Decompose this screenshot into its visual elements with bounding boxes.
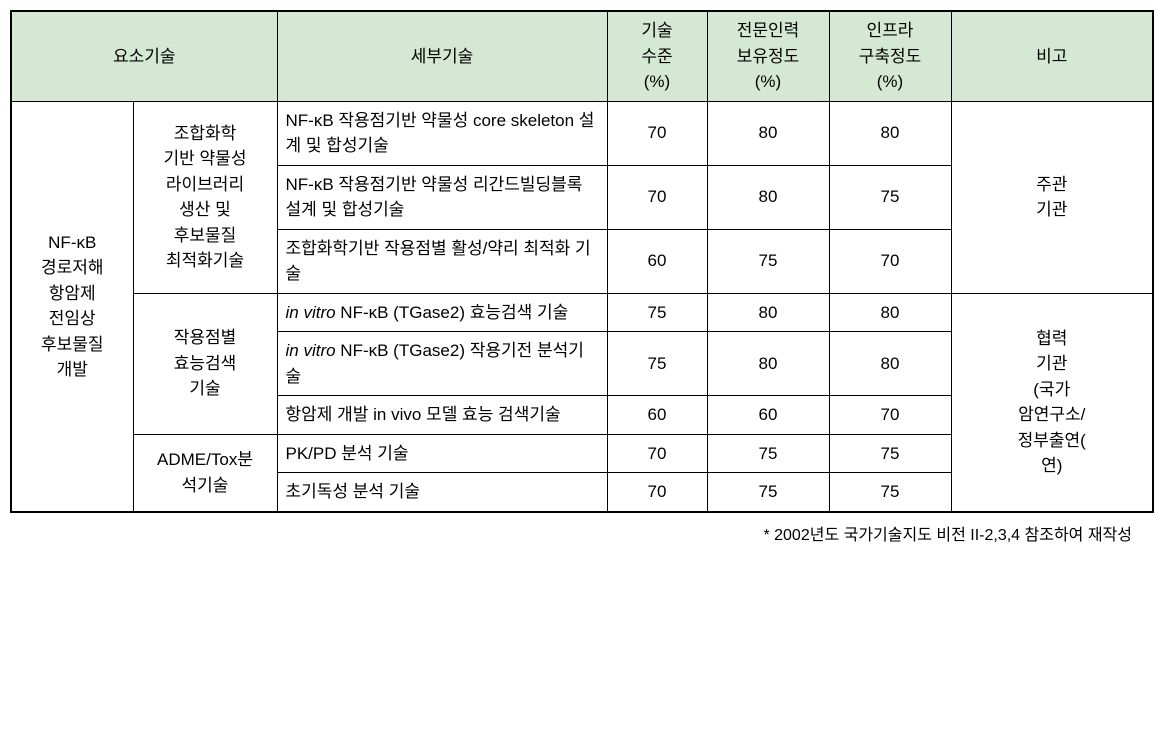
sub-category-cell: 조합화학기반 약물성라이브러리생산 및후보물질최적화기술 [133, 101, 277, 293]
infra-cell: 80 [829, 332, 951, 396]
expert-cell: 80 [707, 332, 829, 396]
expert-cell: 80 [707, 165, 829, 229]
infra-cell: 75 [829, 473, 951, 512]
table-row: NF-κB경로저해항암제전임상후보물질개발 조합화학기반 약물성라이브러리생산 … [11, 101, 1153, 165]
tech-cell: 60 [607, 229, 707, 293]
infra-cell: 70 [829, 229, 951, 293]
infra-cell: 75 [829, 165, 951, 229]
remark-cell: 주관기관 [951, 101, 1153, 293]
header-yoso: 요소기술 [11, 11, 277, 101]
detail-cell: NF-κB 작용점기반 약물성 core skeleton 설계 및 합성기술 [277, 101, 607, 165]
tech-cell: 70 [607, 434, 707, 473]
technology-table: 요소기술 세부기술 기술수준(%) 전문인력보유정도(%) 인프라구축정도(%)… [10, 10, 1154, 513]
header-detail: 세부기술 [277, 11, 607, 101]
sub-category-cell: ADME/Tox분석기술 [133, 434, 277, 512]
detail-cell: PK/PD 분석 기술 [277, 434, 607, 473]
expert-cell: 75 [707, 473, 829, 512]
detail-cell: 조합화학기반 작용점별 활성/약리 최적화 기술 [277, 229, 607, 293]
detail-cell: in vitro NF-κB (TGase2) 작용기전 분석기술 [277, 332, 607, 396]
header-tech-level: 기술수준(%) [607, 11, 707, 101]
expert-cell: 75 [707, 229, 829, 293]
infra-cell: 75 [829, 434, 951, 473]
expert-cell: 80 [707, 293, 829, 332]
header-remark: 비고 [951, 11, 1153, 101]
detail-cell: in vitro NF-κB (TGase2) 효능검색 기술 [277, 293, 607, 332]
table-header-row: 요소기술 세부기술 기술수준(%) 전문인력보유정도(%) 인프라구축정도(%)… [11, 11, 1153, 101]
detail-cell: 항암제 개발 in vivo 모델 효능 검색기술 [277, 396, 607, 435]
tech-cell: 70 [607, 101, 707, 165]
tech-cell: 70 [607, 165, 707, 229]
expert-cell: 80 [707, 101, 829, 165]
infra-cell: 80 [829, 293, 951, 332]
infra-cell: 80 [829, 101, 951, 165]
detail-cell: 초기독성 분석 기술 [277, 473, 607, 512]
main-category-cell: NF-κB경로저해항암제전임상후보물질개발 [11, 101, 133, 512]
infra-cell: 70 [829, 396, 951, 435]
footnote-text: * 2002년도 국가기술지도 비전 II-2,3,4 참조하여 재작성 [10, 521, 1152, 545]
header-infra: 인프라구축정도(%) [829, 11, 951, 101]
detail-cell: NF-κB 작용점기반 약물성 리간드빌딩블록 설계 및 합성기술 [277, 165, 607, 229]
tech-cell: 75 [607, 293, 707, 332]
sub-category-cell: 작용점별효능검색기술 [133, 293, 277, 434]
tech-cell: 70 [607, 473, 707, 512]
remark-cell: 협력기관(국가암연구소/정부출연(연) [951, 293, 1153, 512]
header-expert: 전문인력보유정도(%) [707, 11, 829, 101]
expert-cell: 60 [707, 396, 829, 435]
tech-cell: 60 [607, 396, 707, 435]
expert-cell: 75 [707, 434, 829, 473]
table-row: 작용점별효능검색기술 in vitro NF-κB (TGase2) 효능검색 … [11, 293, 1153, 332]
tech-cell: 75 [607, 332, 707, 396]
